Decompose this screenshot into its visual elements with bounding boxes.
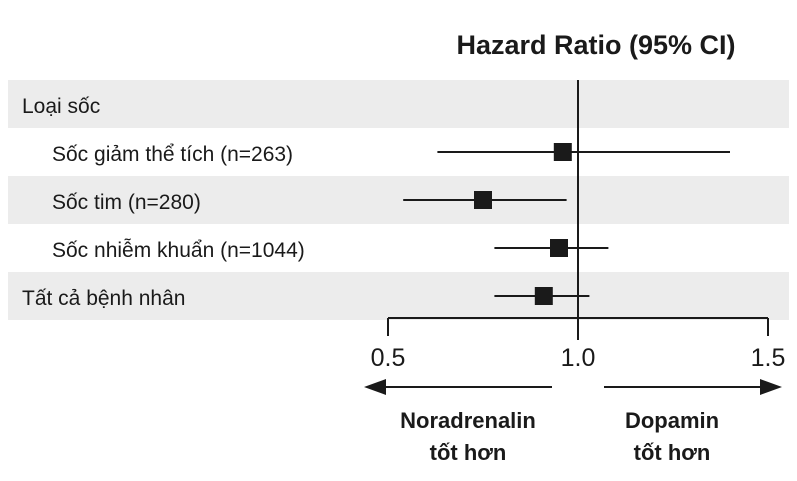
hr-point (474, 191, 492, 209)
row-label: Tất cả bệnh nhân (22, 287, 185, 310)
row-label: Sốc giảm thể tích (n=263) (52, 143, 293, 166)
chart-title: Hazard Ratio (95% CI) (456, 30, 735, 60)
arrow-left-icon (364, 379, 386, 395)
row-label: Sốc tim (n=280) (52, 191, 201, 214)
group-header-label: Loại sốc (22, 95, 100, 118)
favors-right-label: tốt hơn (634, 440, 711, 465)
favors-left-label: tốt hơn (430, 440, 507, 465)
row-label: Sốc nhiễm khuẩn (n=1044) (52, 239, 305, 262)
x-tick-label: 1.0 (561, 344, 596, 372)
hr-point (550, 239, 568, 257)
favors-right-label: Dopamin (625, 408, 719, 433)
arrow-right-icon (760, 379, 782, 395)
x-tick-label: 0.5 (371, 344, 406, 372)
row-band (8, 176, 789, 224)
favors-left-label: Noradrenalin (400, 408, 536, 433)
hr-point (534, 287, 553, 305)
row-band (8, 80, 789, 128)
row-band (8, 272, 789, 320)
hr-point (553, 143, 572, 161)
x-tick-label: 1.5 (751, 344, 786, 372)
